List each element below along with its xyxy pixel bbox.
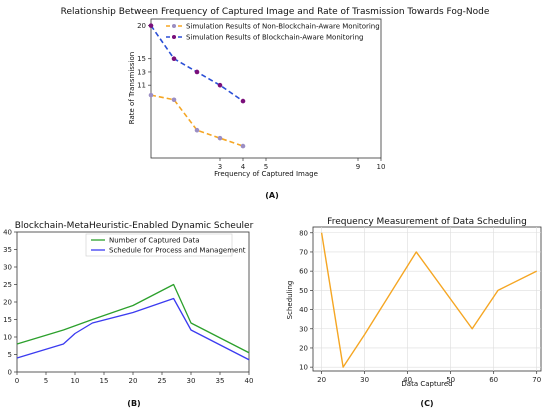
panel-a-legend: Simulation Results of Non-Blockchain-Awa… (166, 23, 380, 42)
x-tick-label: 0 (15, 377, 19, 385)
data-point-A-1 (194, 69, 200, 75)
x-tick-label: 40 (245, 377, 254, 385)
series-line-A-0 (150, 94, 244, 147)
y-tick-label: 50 (299, 287, 308, 295)
panel-b-legend-box (85, 233, 233, 257)
y-tick-label: 5 (8, 351, 12, 359)
panel-b-caption: (B) (127, 399, 140, 408)
y-tick-label: 30 (3, 264, 12, 272)
panel-c-caption: (C) (420, 399, 433, 408)
x-tick-label: 25 (158, 377, 167, 385)
panel-a-title: Relationship Between Frequency of Captur… (61, 7, 490, 17)
y-tick-label: 40 (299, 306, 308, 314)
panel-c-xlabel: Data Captured (401, 380, 452, 388)
legend-marker-non-blockchain (172, 24, 176, 28)
legend-label-blockchain: Simulation Results of Blockchain-Aware M… (186, 34, 363, 42)
data-point-A-0 (217, 135, 223, 141)
x-tick-label: 10 (377, 163, 386, 171)
x-tick-label: 35 (216, 377, 225, 385)
legend-label-non-blockchain: Simulation Results of Non-Blockchain-Awa… (186, 23, 380, 31)
x-tick-label: 40 (403, 376, 412, 384)
y-tick-label: 20 (3, 299, 12, 307)
x-tick-label: 20 (129, 377, 138, 385)
series-line-B-0 (16, 283, 250, 354)
x-tick-label: 3 (218, 163, 222, 171)
y-tick-label: 0 (8, 369, 12, 377)
x-tick-label: 9 (356, 163, 360, 171)
panel-a: Relationship Between Frequency of Captur… (61, 7, 490, 200)
y-tick-label: 20 (137, 22, 146, 30)
legend-label-schedule: Schedule for Process and Management (109, 247, 246, 255)
y-tick-label: 20 (299, 344, 308, 352)
x-tick-label: 30 (187, 377, 196, 385)
data-point-A-1 (217, 82, 223, 88)
panel-b-title: Blockchain-MetaHeuristic-Enabled Dynamic… (15, 221, 254, 231)
x-tick-label: 50 (446, 376, 455, 384)
panel-a-caption: (A) (265, 191, 279, 200)
panel-c-plot-frame (312, 226, 542, 372)
data-point-A-1 (148, 23, 154, 28)
panel-b-legend: Number of Captured Data Schedule for Pro… (85, 233, 246, 257)
panel-c-series (320, 232, 538, 368)
data-point-A-0 (148, 92, 154, 98)
x-tick-label: 30 (360, 376, 369, 384)
y-tick-label: 70 (299, 248, 308, 256)
y-tick-label: 25 (3, 281, 12, 289)
panel-c-title: Frequency Measurement of Data Scheduling (327, 217, 527, 227)
panel-c: Frequency Measurement of Data Scheduling… (286, 217, 542, 408)
y-tick-label: 15 (137, 55, 146, 63)
x-tick-label: 20 (317, 376, 326, 384)
panel-c-ticks: 20 30 40 50 60 70 10 20 30 40 50 60 70 80 (299, 227, 541, 384)
panel-b-ticks: 0 5 10 15 20 25 30 35 40 0 5 10 15 20 25 30 35 40 (3, 229, 253, 386)
y-tick-label: 13 (137, 68, 146, 76)
panel-b: Blockchain-MetaHeuristic-Enabled Dynamic… (3, 221, 253, 408)
x-tick-label: 70 (532, 376, 541, 384)
y-tick-label: 15 (3, 316, 12, 324)
legend-label-captured-data: Number of Captured Data (109, 237, 200, 245)
data-point-A-0 (240, 143, 246, 149)
y-tick-label: 80 (299, 229, 308, 237)
x-tick-label: 60 (489, 376, 498, 384)
x-tick-label: 15 (100, 377, 109, 385)
panel-a-ylabel: Rate of Transmission (128, 52, 136, 124)
y-tick-label: 35 (3, 246, 12, 254)
y-tick-label: 10 (299, 364, 308, 372)
panel-a-ticks: 3 4 5 9 10 11 13 15 20 (137, 22, 385, 171)
data-point-A-0 (171, 97, 177, 103)
y-tick-label: 10 (3, 334, 12, 342)
x-tick-label: 5 (44, 377, 48, 385)
y-tick-label: 60 (299, 268, 308, 276)
y-tick-label: 40 (3, 229, 12, 237)
data-point-A-0 (194, 127, 200, 133)
legend-marker-blockchain (172, 35, 176, 39)
x-tick-label: 5 (264, 163, 268, 171)
x-tick-label: 4 (241, 163, 246, 171)
y-tick-label: 30 (299, 325, 308, 333)
x-tick-label: 10 (71, 377, 80, 385)
y-tick-label: 11 (137, 82, 146, 90)
data-point-A-1 (171, 56, 177, 62)
series-line-B-1 (16, 297, 250, 361)
panel-a-xlabel: Frequency of Captured Image (214, 170, 318, 178)
panel-c-ylabel: Scheduling (286, 281, 294, 320)
panel-a-series (148, 23, 246, 149)
series-line-C-0 (320, 232, 538, 368)
data-point-A-1 (240, 98, 246, 104)
panel-b-series (16, 283, 250, 361)
